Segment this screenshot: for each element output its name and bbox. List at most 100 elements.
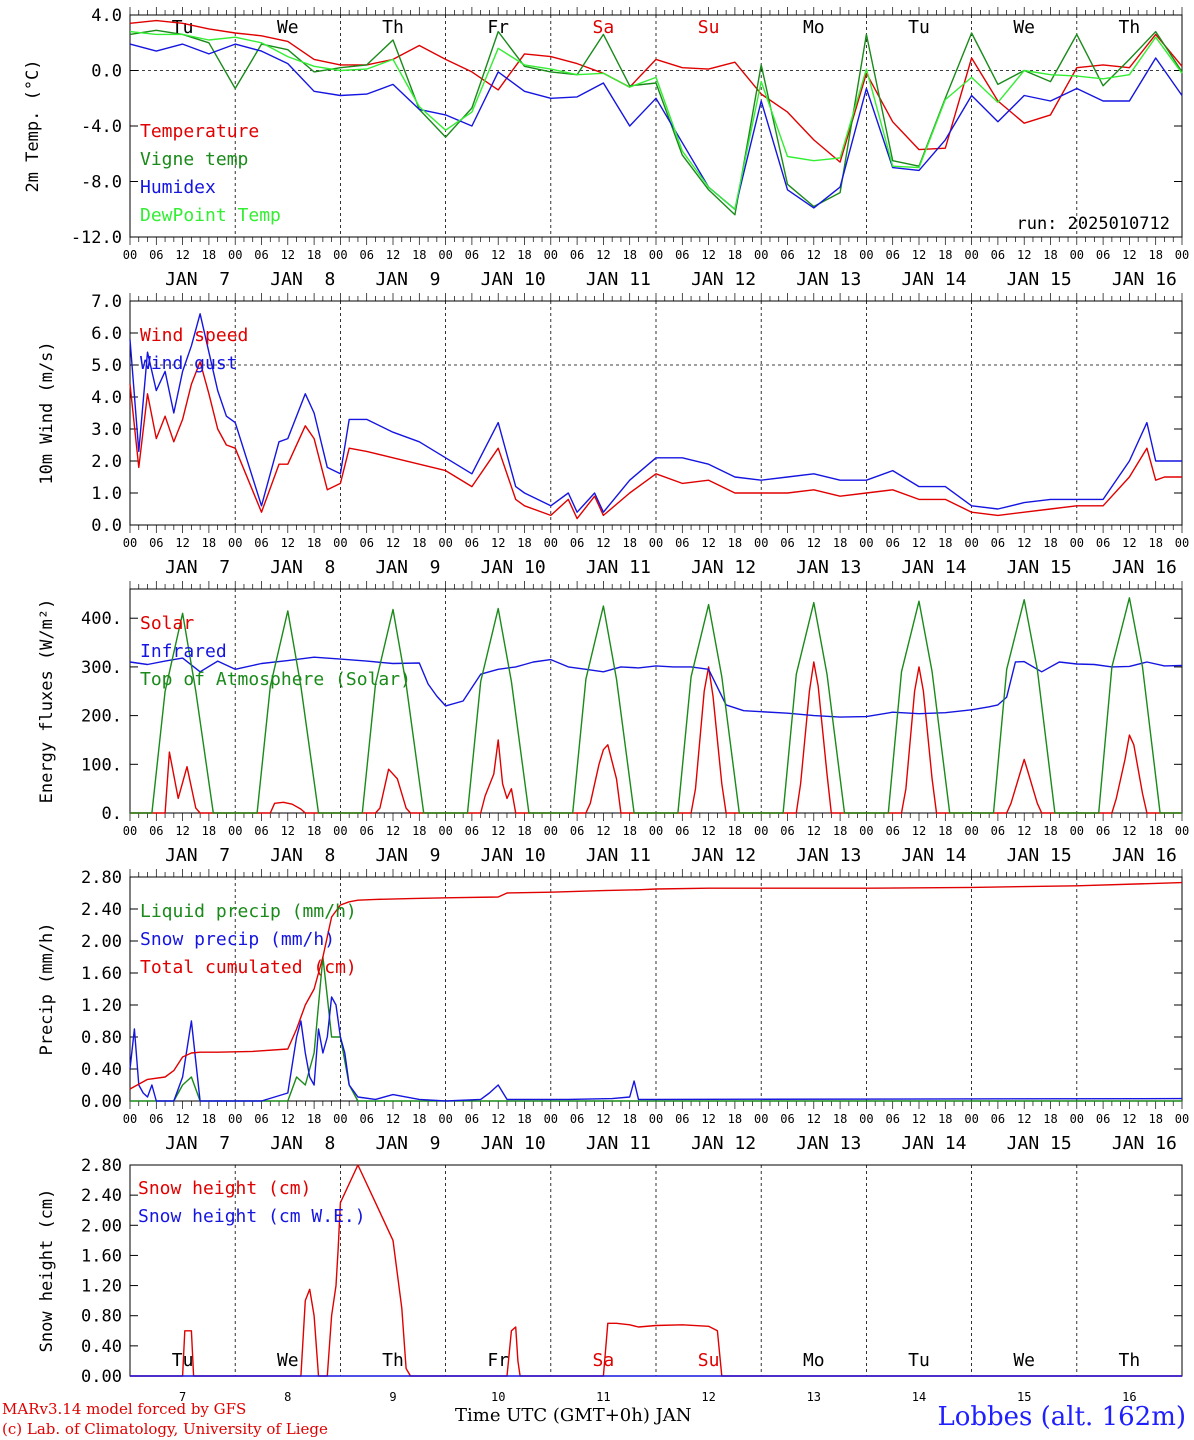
panel-2: 00 06 12 18 00 06 12 18 00 06 12 18 00 06 12 18 00 06 12 18… bbox=[37, 292, 1189, 578]
day-label: JAN 12 bbox=[691, 269, 756, 290]
hour-tick-label: 00 bbox=[544, 1112, 558, 1126]
y-tick-label: 100. bbox=[81, 755, 122, 775]
hour-tick-label: 12 bbox=[596, 824, 610, 838]
weekday-label: Tu bbox=[172, 1350, 194, 1371]
y-tick-label: 2.80 bbox=[81, 1156, 122, 1176]
hour-tick-label: 12 bbox=[701, 536, 715, 550]
hour-tick-label: 00 bbox=[123, 248, 137, 262]
hour-tick-label: 12 bbox=[386, 536, 400, 550]
y-axis-label: Energy fluxes (W/m²) bbox=[37, 599, 57, 804]
series-line-snow-precip-mm-h- bbox=[129, 996, 1183, 1102]
day-label: JAN 16 bbox=[1112, 269, 1177, 290]
plot-frame bbox=[129, 300, 1183, 526]
weekday-label: Fr bbox=[487, 17, 509, 38]
y-axis-label: Precip (mm/h) bbox=[37, 922, 57, 1055]
legend-entry: Snow precip (mm/h) bbox=[140, 929, 335, 950]
hour-tick-label: 06 bbox=[254, 536, 268, 550]
y-tick-label: 7.0 bbox=[91, 292, 122, 312]
series-line-infrared bbox=[129, 656, 1183, 718]
hour-tick-label: 00 bbox=[754, 536, 768, 550]
y-tick-label: 2.00 bbox=[81, 1216, 122, 1236]
hour-tick-label: 18 bbox=[622, 1112, 636, 1126]
hour-tick-label: 18 bbox=[307, 1112, 321, 1126]
day-label: JAN 13 bbox=[796, 845, 861, 866]
day-number-label: 15 bbox=[1017, 1390, 1031, 1404]
hour-tick-label: 00 bbox=[333, 536, 347, 550]
hour-tick-label: 06 bbox=[149, 1112, 163, 1126]
day-label: JAN 16 bbox=[1112, 557, 1177, 578]
hour-tick-label: 12 bbox=[386, 824, 400, 838]
day-label: JAN 8 bbox=[270, 269, 335, 290]
day-label: JAN 7 bbox=[165, 845, 230, 866]
y-tick-label: 2.00 bbox=[81, 932, 122, 952]
hour-tick-label: 18 bbox=[517, 536, 531, 550]
hour-tick-label: 06 bbox=[1096, 536, 1110, 550]
hour-tick-label: 06 bbox=[675, 824, 689, 838]
day-number-label: 16 bbox=[1122, 1390, 1136, 1404]
weekday-label: Tu bbox=[908, 17, 930, 38]
hour-tick-label: 06 bbox=[675, 248, 689, 262]
hour-tick-label: 12 bbox=[175, 536, 189, 550]
hour-tick-label: 06 bbox=[465, 536, 479, 550]
weekday-label: Tu bbox=[908, 1350, 930, 1371]
day-label: JAN 9 bbox=[375, 557, 440, 578]
hour-tick-label: 06 bbox=[465, 824, 479, 838]
y-axis-label: 2m Temp. (°C) bbox=[23, 59, 43, 192]
model-credit: MARv3.14 model forced by GFS bbox=[2, 1400, 247, 1418]
legend-entry: Wind gust bbox=[140, 353, 238, 374]
weekday-label: Sa bbox=[593, 17, 615, 38]
hour-tick-label: 18 bbox=[833, 1112, 847, 1126]
y-tick-label: 0.00 bbox=[81, 1367, 122, 1387]
hour-tick-label: 18 bbox=[202, 1112, 216, 1126]
day-label: JAN 13 bbox=[796, 1133, 861, 1154]
day-number-label: 7 bbox=[179, 1390, 186, 1404]
legend-entry: Total cumulated (cm) bbox=[140, 957, 357, 978]
y-axis-label: 10m Wind (m/s) bbox=[37, 341, 57, 484]
hour-tick-label: 06 bbox=[780, 824, 794, 838]
hour-tick-label: 00 bbox=[649, 536, 663, 550]
hour-tick-label: 18 bbox=[202, 536, 216, 550]
y-tick-label: 1.0 bbox=[91, 484, 122, 504]
hour-tick-label: 00 bbox=[964, 1112, 978, 1126]
hour-tick-label: 18 bbox=[1148, 536, 1162, 550]
weekday-label: Su bbox=[698, 1350, 720, 1371]
hour-tick-label: 12 bbox=[1017, 824, 1031, 838]
day-label: JAN 10 bbox=[481, 1133, 546, 1154]
day-label: JAN 9 bbox=[375, 269, 440, 290]
series-line-total-cumulated-cm- bbox=[129, 881, 1183, 1090]
hour-tick-label: 00 bbox=[964, 248, 978, 262]
day-label: JAN 8 bbox=[270, 1133, 335, 1154]
day-label: JAN 15 bbox=[1007, 269, 1072, 290]
series-line-snow-height-cm- bbox=[130, 1164, 1182, 1377]
panel-3: 00 06 12 18 00 06 12 18 00 06 12 18 00 06 12 18 00 06 12 18… bbox=[37, 581, 1189, 866]
hour-tick-label: 12 bbox=[281, 536, 295, 550]
hour-tick-label: 06 bbox=[1096, 1112, 1110, 1126]
hour-tick-label: 00 bbox=[544, 824, 558, 838]
hour-tick-label: 18 bbox=[728, 1112, 742, 1126]
y-tick-label: 0.00 bbox=[81, 1092, 122, 1112]
hour-tick-label: 00 bbox=[1070, 536, 1084, 550]
hour-tick-label: 12 bbox=[281, 1112, 295, 1126]
hour-tick-label: 06 bbox=[465, 248, 479, 262]
hour-tick-label: 06 bbox=[359, 1112, 373, 1126]
day-label: JAN 14 bbox=[901, 845, 966, 866]
hour-tick-label: 00 bbox=[228, 1112, 242, 1126]
weekday-label: Su bbox=[698, 17, 720, 38]
hour-tick-label: 18 bbox=[1043, 536, 1057, 550]
hour-tick-label: 06 bbox=[1096, 824, 1110, 838]
hour-tick-label: 12 bbox=[912, 824, 926, 838]
hour-tick-label: 18 bbox=[833, 248, 847, 262]
y-axis-label: Snow height (cm) bbox=[37, 1189, 57, 1353]
hour-tick-label: 00 bbox=[438, 248, 452, 262]
hour-tick-label: 18 bbox=[412, 1112, 426, 1126]
hour-tick-label: 12 bbox=[175, 1112, 189, 1126]
day-label: JAN 7 bbox=[165, 1133, 230, 1154]
hour-tick-label: 00 bbox=[228, 824, 242, 838]
y-tick-label: 2.40 bbox=[81, 900, 122, 920]
hour-tick-label: 18 bbox=[1043, 1112, 1057, 1126]
hour-tick-label: 06 bbox=[570, 1112, 584, 1126]
y-tick-label: -4.0 bbox=[81, 117, 122, 137]
hour-tick-label: 00 bbox=[649, 824, 663, 838]
day-label: JAN 12 bbox=[691, 845, 756, 866]
hour-tick-label: 12 bbox=[491, 1112, 505, 1126]
